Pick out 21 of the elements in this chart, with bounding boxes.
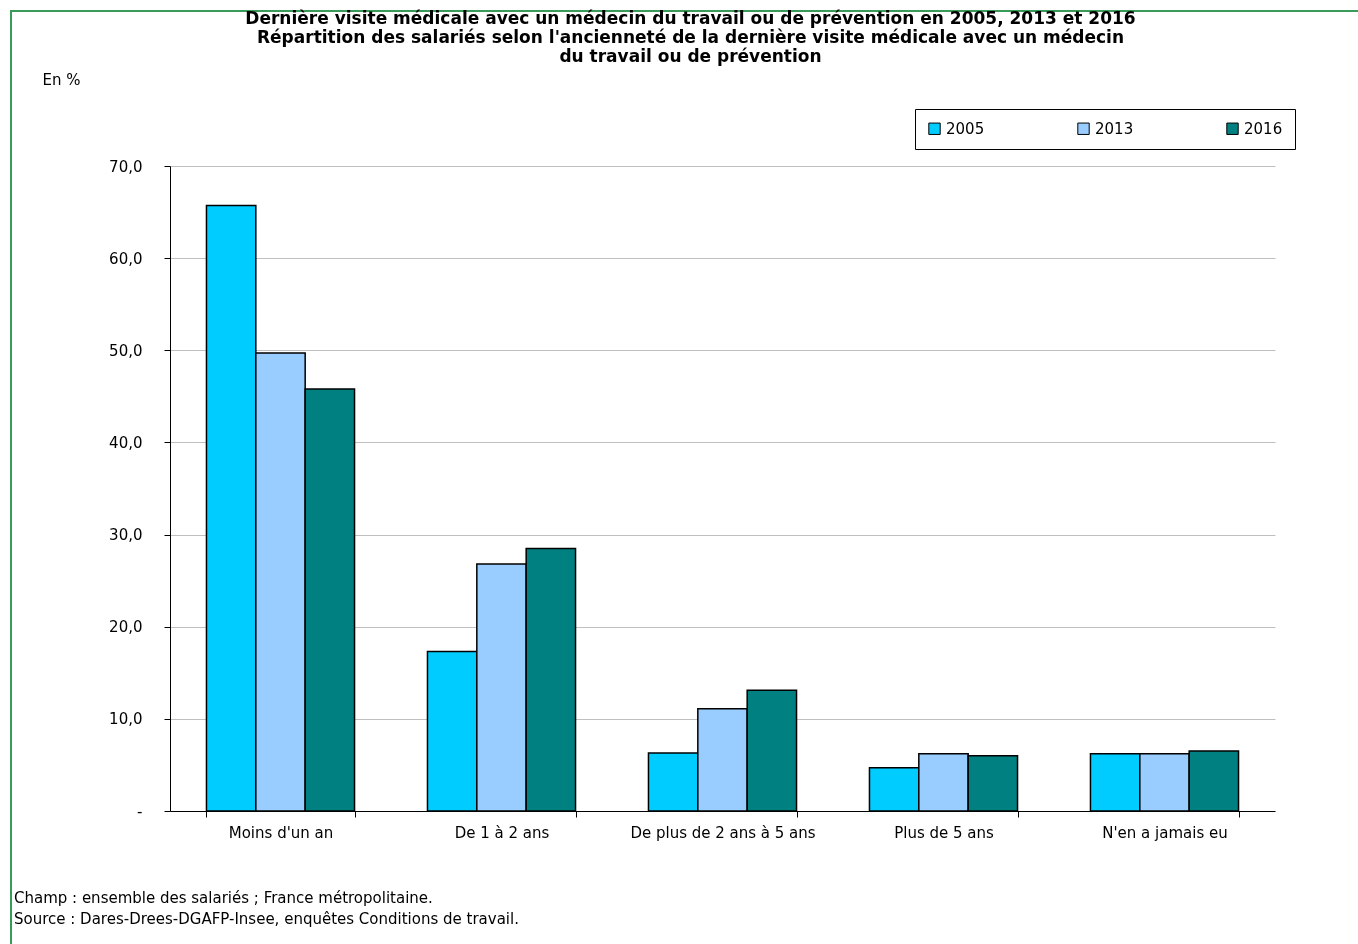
x-tick-label: Moins d'un an	[228, 823, 334, 842]
text: Champ : ensemble des salariés ; France métropolitaine.	[14, 888, 434, 909]
y-tick-label: 30,0	[109, 526, 143, 545]
y-axis-title: En %	[42, 70, 81, 89]
legend-label: 2005	[946, 119, 985, 138]
legend-label: 2016	[1244, 119, 1283, 138]
y-tick-label: 10,0	[109, 710, 143, 729]
chart-title: Dernière visite médicale avec un médecin du travail ou de prévention en 2005, 2013 et 2016	[245, 8, 1136, 28]
y-tick-label: 60,0	[109, 249, 143, 268]
y-tick-label: 70,0	[109, 157, 143, 176]
y-tick-label: 20,0	[109, 618, 143, 637]
y-tick-label: 50,0	[109, 341, 143, 360]
legend-label: 2013	[1095, 119, 1134, 138]
x-tick-label: N'en a jamais eu	[1102, 823, 1228, 842]
x-tick-label: De 1 à 2 ans	[454, 823, 550, 842]
chart-subtitle: Répartition des salariés selon l'ancienneté de la dernière visite médicale avec un médecin du travail ou de prévention	[256, 27, 1125, 66]
y-tick-label: -	[137, 802, 143, 821]
y-tick-label: 40,0	[109, 433, 143, 452]
x-tick-label: De plus de 2 ans à 5 ans	[630, 823, 816, 842]
source-note: Source : Dares-Drees-DGAFP-Insee, enquêtes Conditions de travail.	[14, 909, 519, 930]
x-tick-label: Plus de 5 ans	[894, 823, 994, 842]
